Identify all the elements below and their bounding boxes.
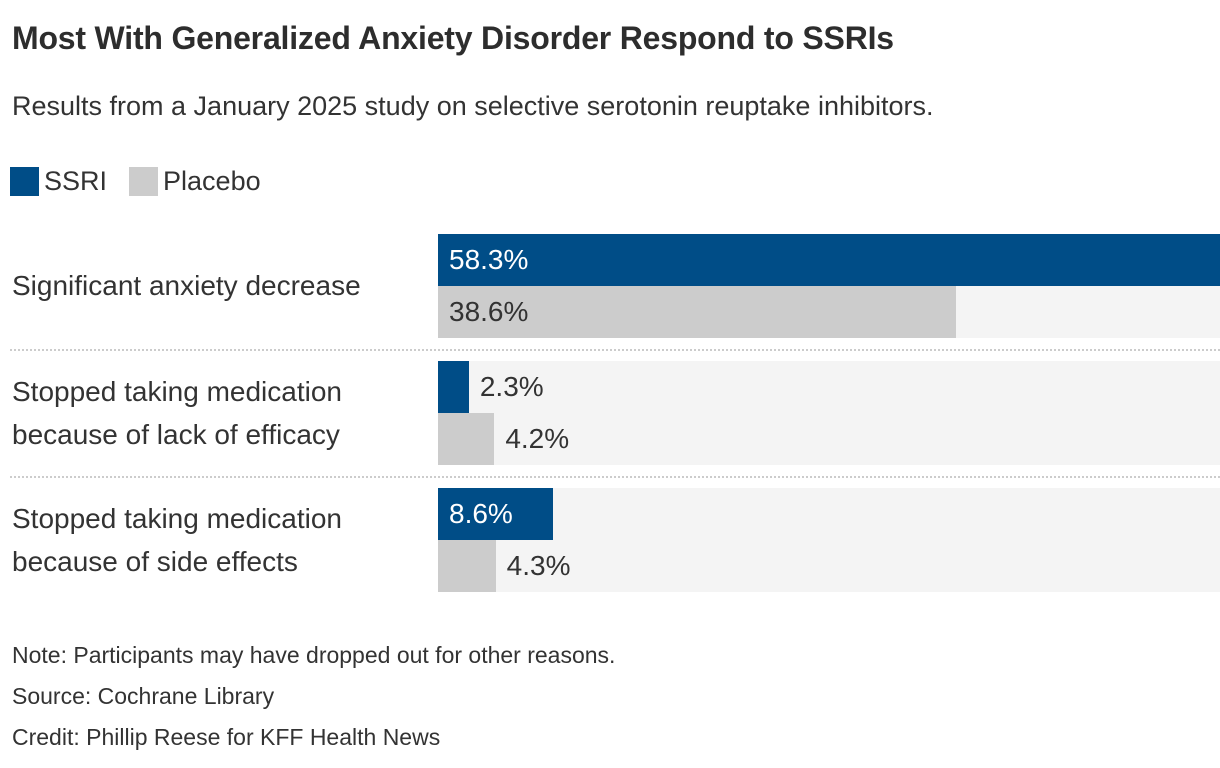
chart-subtitle: Results from a January 2025 study on sel… (12, 91, 934, 121)
chart-row-side-effects: Stopped taking medication because of sid… (0, 488, 1220, 592)
placebo-swatch (129, 167, 159, 196)
dotted-divider (10, 476, 1220, 478)
ssri-bar: 8.6% (438, 488, 554, 540)
ssri-bar (438, 361, 469, 413)
bar-track: 8.6% 4.3% (438, 488, 1220, 592)
legend: SSRI Placebo (10, 166, 1220, 197)
ssri-swatch (10, 167, 39, 196)
category-label: Significant anxiety decrease (12, 270, 361, 302)
chart-footer: Note: Participants may have dropped out … (12, 642, 1220, 751)
footer-source: Source: Cochrane Library (12, 683, 275, 709)
bar-value-label: 8.6% (449, 498, 513, 529)
chart-row-anxiety-decrease: Significant anxiety decrease 58.3% 38.6% (0, 234, 1220, 338)
dotted-divider (10, 349, 1220, 351)
legend-label-ssri: SSRI (44, 166, 108, 196)
bar-chart: Significant anxiety decrease 58.3% 38.6%… (0, 234, 1220, 592)
bar-value-label: 38.6% (449, 296, 529, 327)
bar-value-label: 2.3% (479, 371, 544, 402)
bar-track: 58.3% 38.6% (438, 234, 1220, 338)
bar-line-ssri: 2.3% (438, 361, 1220, 413)
legend-label-placebo: Placebo (163, 166, 261, 196)
placebo-bar (438, 540, 496, 592)
bar-line-placebo: 38.6% (438, 286, 1220, 338)
footer-credit: Credit: Phillip Reese for KFF Health New… (12, 724, 441, 750)
bar-line-ssri: 58.3% (438, 234, 1220, 286)
bar-value-label: 58.3% (449, 244, 529, 275)
chart-row-lack-of-efficacy: Stopped taking medication because of lac… (0, 361, 1220, 465)
chart-title: Most With Generalized Anxiety Disorder R… (12, 20, 894, 56)
placebo-bar: 38.6% (438, 286, 956, 338)
bar-value-label: 4.2% (505, 423, 570, 454)
category-label: Stopped taking medication because of lac… (12, 375, 342, 450)
chart-page: Most With Generalized Anxiety Disorder R… (0, 20, 1220, 768)
footer-note: Note: Participants may have dropped out … (12, 642, 616, 668)
bar-line-placebo: 4.2% (438, 413, 1220, 465)
bar-track: 2.3% 4.2% (438, 361, 1220, 465)
ssri-bar: 58.3% (438, 234, 1220, 286)
bar-line-ssri: 8.6% (438, 488, 1220, 540)
bar-value-label: 4.3% (506, 550, 571, 581)
placebo-bar (438, 413, 495, 465)
legend-item-placebo: Placebo (129, 166, 261, 197)
legend-item-ssri: SSRI (10, 166, 107, 197)
category-label: Stopped taking medication because of sid… (12, 502, 342, 577)
bar-line-placebo: 4.3% (438, 540, 1220, 592)
